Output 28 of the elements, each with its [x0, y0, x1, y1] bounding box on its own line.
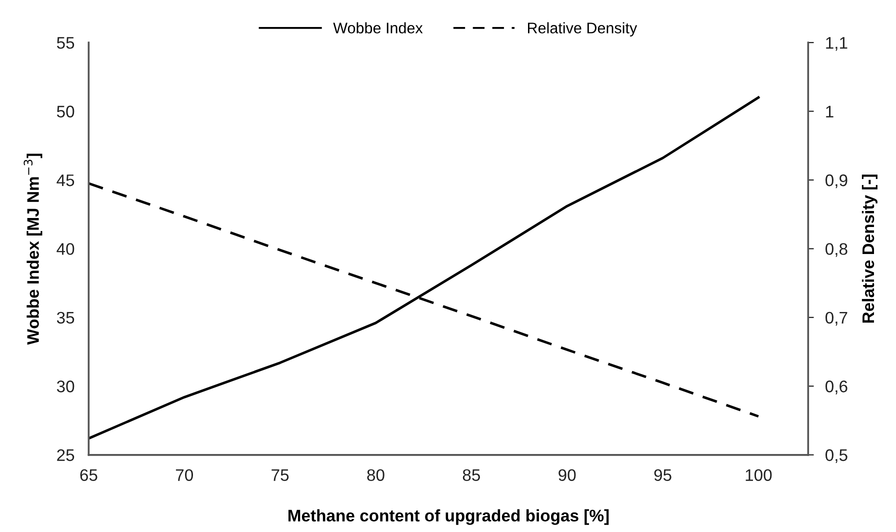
- y2-tick-label: 0,8: [826, 243, 848, 257]
- y2-tick-label: 0,7: [826, 312, 848, 326]
- legend-label: Relative Density: [528, 22, 638, 36]
- line-series: [88, 96, 760, 440]
- y2-tick-label: 1: [826, 106, 834, 118]
- y-tick-label: 50: [56, 106, 74, 118]
- y2-tick-label: 0,5: [826, 449, 848, 464]
- y2-tick-label: 1,1: [826, 37, 848, 51]
- y2-tick-label: 0,9: [826, 174, 848, 188]
- y-tick-label: 30: [56, 380, 74, 392]
- y-axis-title: Wobbe Index [MJ Nm$^{−3}$]: [24, 154, 42, 345]
- y2-axis-title: Relative Density [-]: [862, 174, 878, 323]
- legend-label: Wobbe Index: [333, 22, 423, 34]
- x-tick-label: 90: [558, 469, 576, 481]
- y-tick-label: 45: [56, 174, 74, 186]
- y-tick-label: 40: [56, 243, 74, 255]
- x-tick-label: 100: [746, 469, 772, 481]
- x-tick-label: 70: [176, 469, 193, 481]
- y2-tick-label: 0,6: [826, 380, 848, 394]
- x-tick-label: 85: [462, 469, 480, 481]
- x-tick-label: 95: [654, 469, 672, 481]
- y-tick-label: 55: [56, 37, 74, 49]
- y-tick-label: 35: [56, 312, 74, 324]
- y-tick-label: 25: [57, 449, 74, 462]
- x-tick-label: 75: [272, 469, 289, 481]
- x-axis-title: Methane content of upgraded biogas [%]: [288, 509, 609, 525]
- x-tick-label: 65: [80, 469, 98, 481]
- x-tick-label: 80: [367, 469, 384, 481]
